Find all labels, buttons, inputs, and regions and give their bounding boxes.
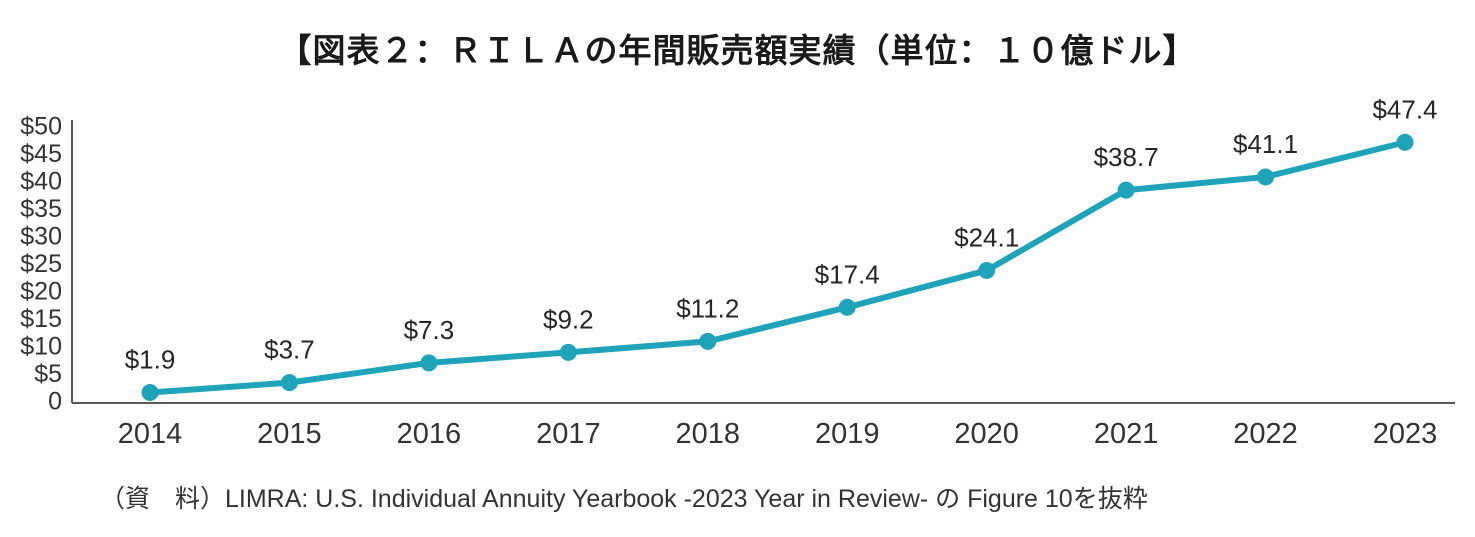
y-axis-label: $15 (20, 305, 62, 333)
y-axis-label: $35 (20, 195, 62, 223)
data-point (559, 343, 577, 361)
data-point (1117, 181, 1135, 199)
series-line (147, 139, 1408, 396)
y-axis-label: 0 (48, 388, 62, 416)
data-label: $9.2 (543, 304, 594, 334)
chart-title: 【図表２：ＲＩＬＡの年間販売額実績（単位：１０億ドル】 (278, 32, 1197, 69)
data-label: $41.1 (1233, 129, 1298, 159)
y-axis-label: $20 (20, 278, 62, 306)
data-point (699, 332, 717, 350)
data-label: $17.4 (815, 259, 880, 289)
x-axis-label: 2023 (1373, 418, 1438, 450)
x-axis-label: 2016 (397, 418, 462, 450)
x-axis-label: 2014 (118, 418, 183, 450)
data-label: $1.9 (125, 345, 176, 375)
data-point (838, 298, 856, 316)
data-label: $47.4 (1372, 94, 1437, 124)
x-axis-label: 2020 (954, 418, 1019, 450)
data-point (420, 354, 438, 372)
y-axis-label: $50 (20, 113, 62, 141)
x-axis-label: 2017 (536, 418, 601, 450)
x-axis-label: 2022 (1233, 418, 1298, 450)
y-axis-label: $45 (20, 140, 62, 168)
y-axis-label: $10 (20, 333, 62, 361)
data-label: $3.7 (264, 335, 315, 365)
x-axis-label: 2019 (815, 418, 880, 450)
data-point (1396, 133, 1414, 151)
x-axis-label: 2018 (676, 418, 741, 450)
data-point (280, 374, 298, 392)
y-axis-label: $40 (20, 168, 62, 196)
data-label: $24.1 (954, 222, 1019, 252)
data-point (141, 384, 159, 402)
data-label: $38.7 (1094, 142, 1159, 172)
y-axis-label: $5 (34, 360, 62, 388)
source-note: （資 料）LIMRA: U.S. Individual Annuity Year… (100, 485, 1148, 513)
x-axis-label: 2015 (257, 418, 322, 450)
data-label: $7.3 (404, 315, 455, 345)
y-axis-label: $25 (20, 250, 62, 278)
data-label: $11.2 (676, 293, 739, 323)
x-axis-label: 2021 (1094, 418, 1159, 450)
y-axis-label: $30 (20, 223, 62, 251)
data-point (978, 261, 996, 279)
data-point (1257, 168, 1275, 186)
